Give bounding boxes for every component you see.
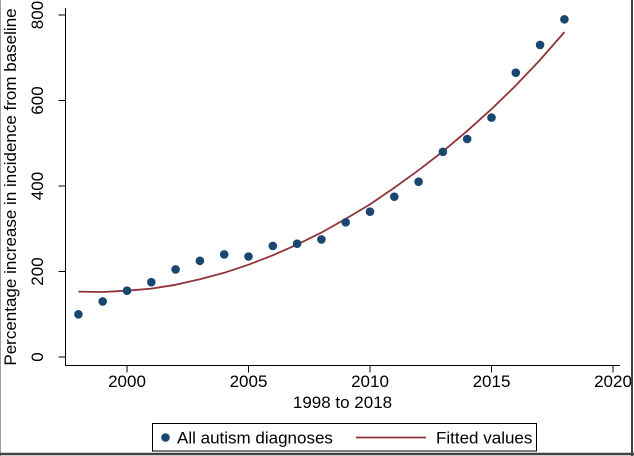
legend: All autism diagnoses Fitted values (152, 423, 537, 452)
data-point (560, 14, 569, 24)
data-point (317, 235, 326, 244)
x-tick-label: 2010 (351, 372, 389, 391)
data-point (438, 147, 448, 157)
y-axis-title: Percentage increase in incidence from ba… (1, 8, 20, 365)
data-point (390, 192, 399, 201)
y-tick-label: 200 (28, 257, 47, 285)
data-point (171, 265, 180, 274)
data-point (98, 297, 107, 306)
y-tick-label: 800 (28, 1, 47, 29)
legend-box (152, 423, 537, 452)
legend-label-fitted: Fitted values (436, 429, 532, 448)
data-point (268, 241, 278, 251)
axes (65, 8, 620, 366)
x-tick-label: 2000 (108, 372, 146, 391)
data-point (147, 277, 156, 287)
x-tick-label: 2015 (473, 372, 511, 391)
data-point (487, 113, 496, 122)
x-tick-label: 2005 (230, 372, 268, 391)
x-tick-label: 2020 (594, 372, 632, 391)
data-point (219, 250, 229, 259)
data-point (122, 286, 132, 296)
y-tick-label: 600 (28, 86, 47, 114)
legend-scatter-marker-icon (161, 433, 170, 442)
x-axis-title: 1998 to 2018 (293, 393, 392, 412)
y-axis-ticks: 0 200 400 600 800 (28, 1, 66, 362)
data-point (341, 218, 351, 227)
data-point (292, 239, 302, 248)
fitted-line-series (78, 31, 566, 293)
data-point (511, 68, 521, 77)
fitted-curve (78, 31, 566, 293)
scatter-series (74, 14, 569, 319)
data-point (195, 256, 205, 266)
y-tick-label: 0 (28, 352, 47, 361)
data-point (244, 252, 253, 261)
data-point (535, 40, 545, 50)
data-point (414, 177, 423, 186)
legend-label-diagnoses: All autism diagnoses (177, 429, 333, 448)
x-axis-ticks: 2000 2005 2010 2015 2020 (108, 365, 632, 391)
data-point (74, 310, 83, 319)
y-tick-label: 400 (28, 172, 47, 200)
data-point (462, 134, 472, 144)
data-point (365, 207, 375, 216)
